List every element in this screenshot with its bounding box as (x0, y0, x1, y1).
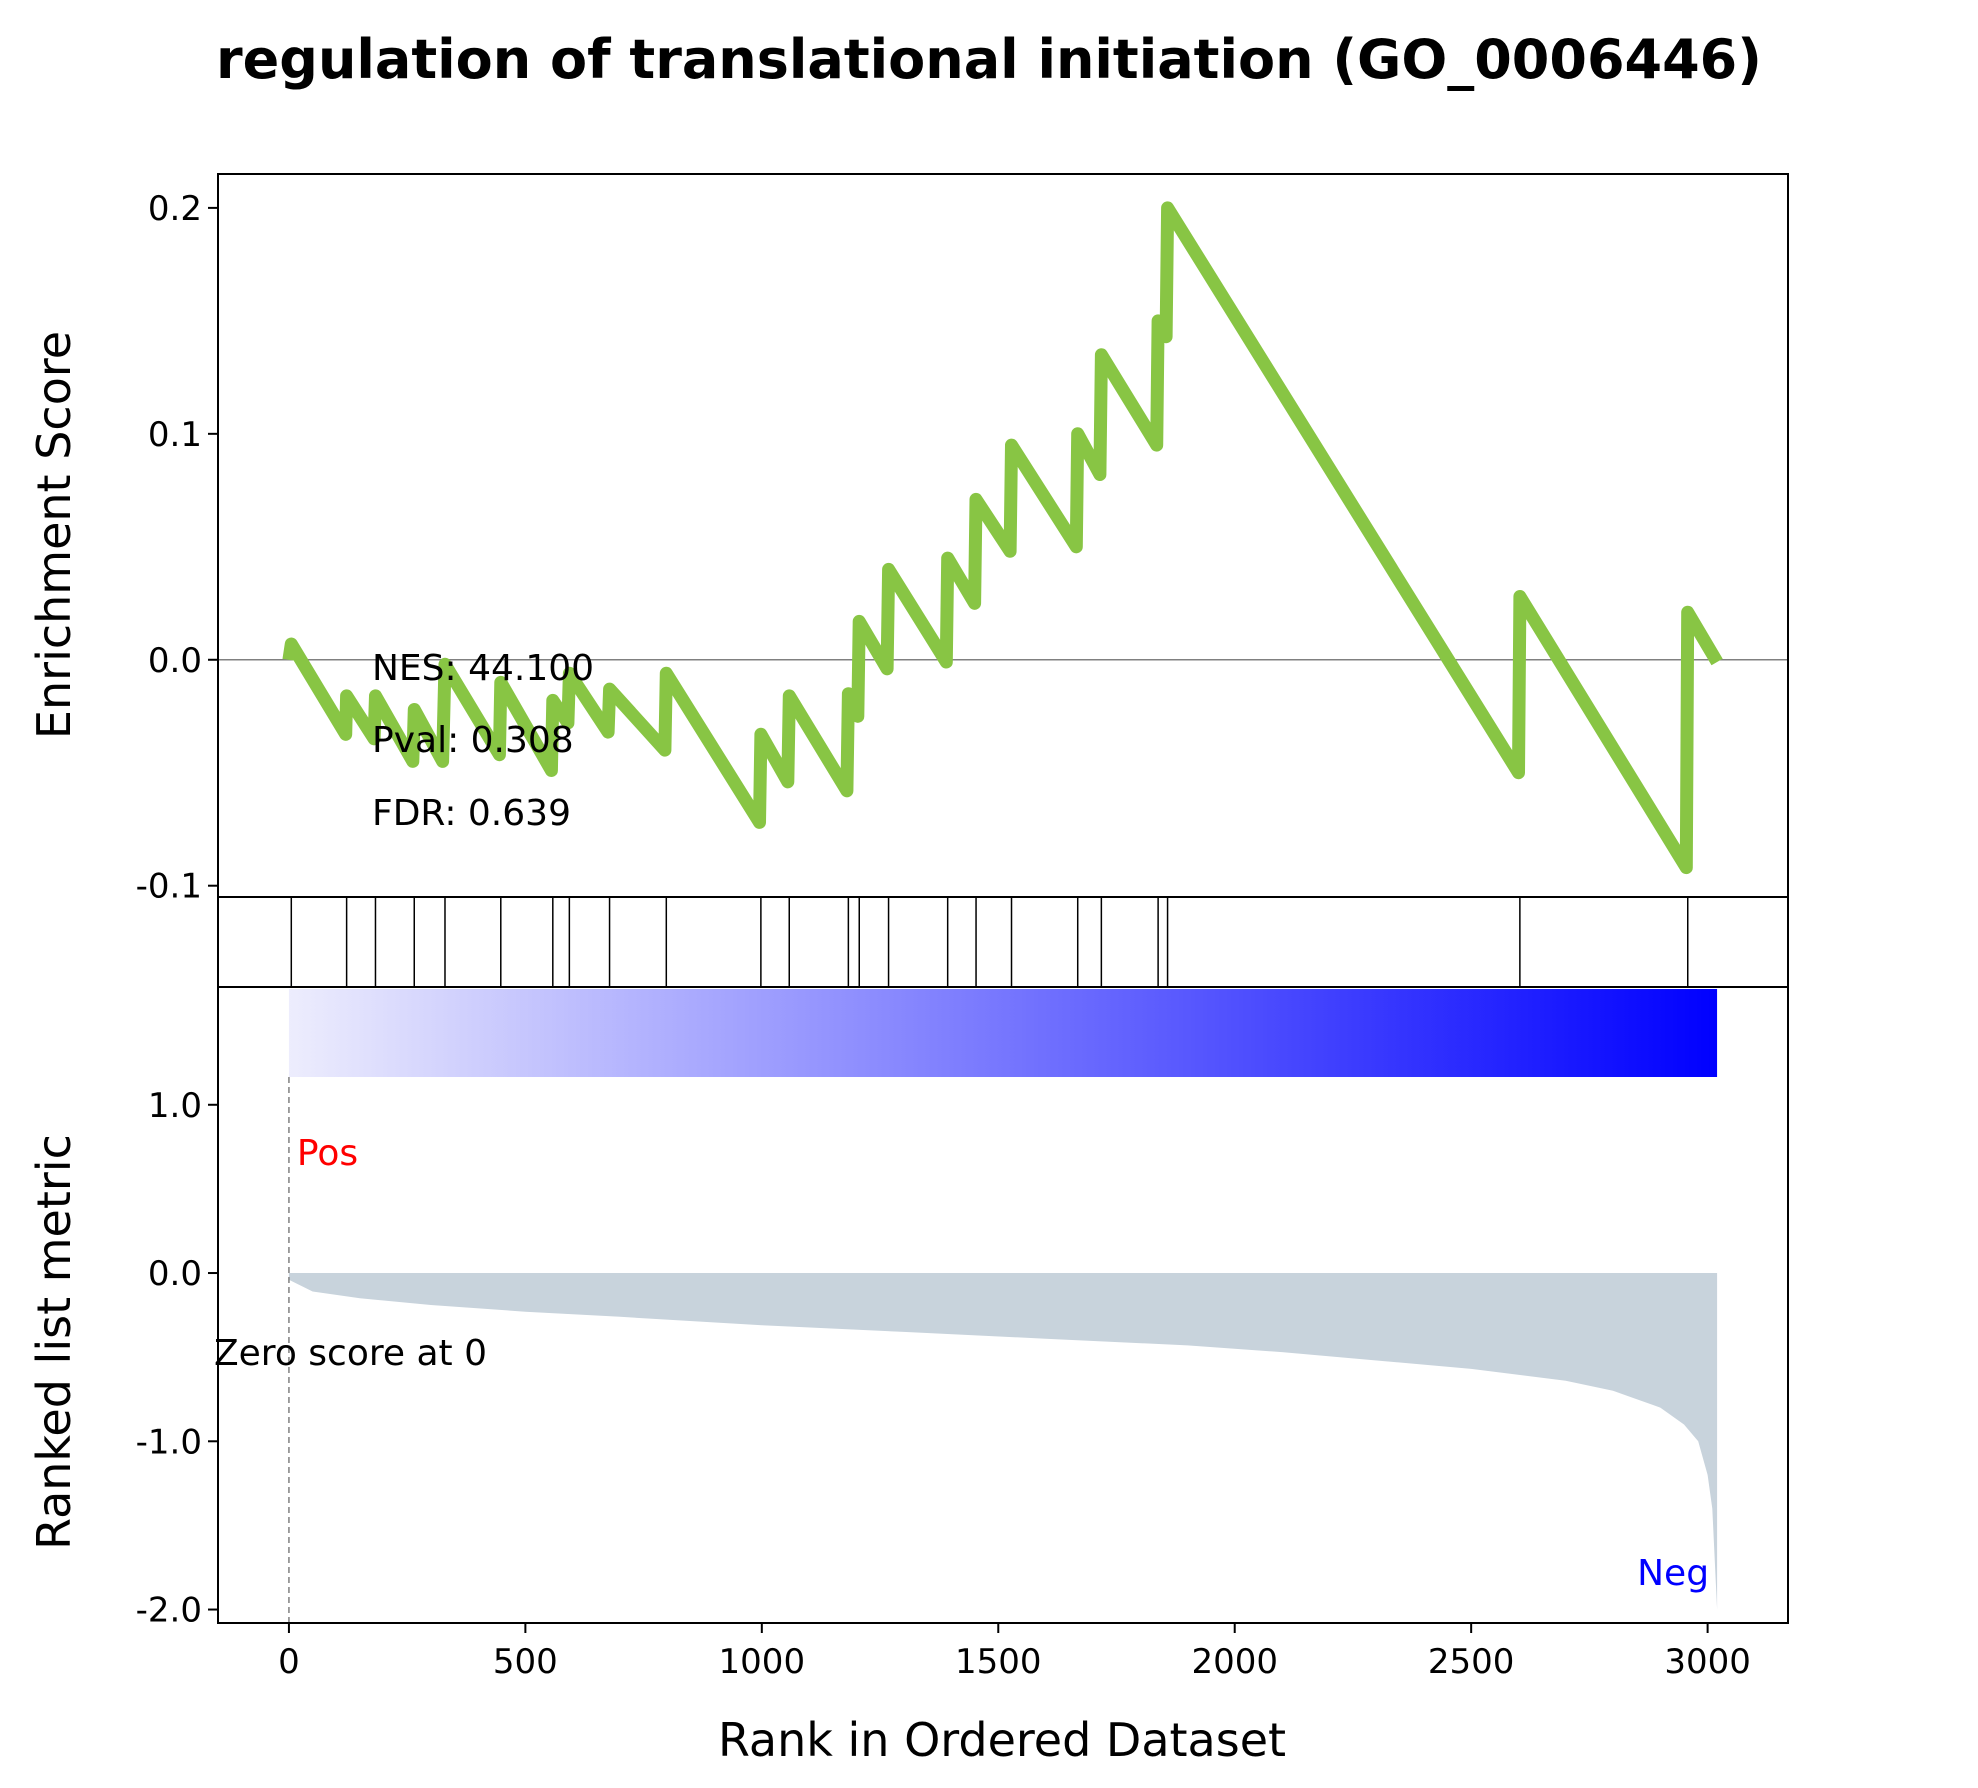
fdr-annotation: FDR: 0.639 (372, 793, 571, 834)
enrichment-score-line (282, 201, 1723, 875)
ranked-metric-panel: Zero score at 0 Pos Neg 1.0 0.0 -1.0 -2.0 (136, 986, 1789, 1631)
es-y-ticks: 0.2 0.1 0.0 -0.1 (136, 189, 218, 907)
pos-label: Pos (297, 1133, 358, 1174)
x-tick-label: 2500 (1428, 1642, 1515, 1682)
x-axis-ticks: 0 500 1000 1500 2000 2500 3000 (278, 1623, 1751, 1682)
hits-panel (217, 896, 1789, 988)
es-y-tick-label: 0.2 (148, 189, 202, 229)
y-axis-label-enrichment: Enrichment Score (27, 331, 81, 739)
x-tick-label: 1000 (719, 1642, 806, 1682)
x-tick-label: 2000 (1191, 1642, 1278, 1682)
pval-annotation: Pval: 0.308 (372, 720, 574, 761)
es-y-tick-label: 0.1 (148, 415, 202, 455)
rank-y-ticks: 1.0 0.0 -1.0 -2.0 (136, 1086, 218, 1631)
enrichment-score-panel: NES: 44.100 Pval: 0.308 FDR: 0.639 0.20.… (136, 173, 1789, 907)
x-tick-label: 0 (278, 1642, 300, 1682)
rank-gradient-bar (288, 989, 1718, 1077)
hit-lines (290, 897, 1689, 987)
x-axis-label: Rank in Ordered Dataset (718, 1713, 1286, 1767)
rank-y-tick-label: 0.0 (148, 1254, 202, 1294)
hits-panel-frame (217, 896, 1789, 988)
rank-y-tick-label: -2.0 (136, 1591, 202, 1631)
es-y-tick-label: -0.1 (136, 867, 202, 907)
es-y-tick-label: 0.0 (148, 641, 202, 681)
chart-title: regulation of translational initiation (… (216, 28, 1762, 91)
y-axis-label-ranked: Ranked list metric (27, 1134, 81, 1550)
neg-label: Neg (1637, 1553, 1709, 1594)
zero-score-label: Zero score at 0 (214, 1333, 487, 1374)
rank-y-tick-label: 1.0 (148, 1086, 202, 1126)
nes-annotation: NES: 44.100 (372, 648, 594, 689)
x-tick-label: 3000 (1664, 1642, 1751, 1682)
rank-y-tick-label: -1.0 (136, 1422, 202, 1462)
x-tick-label: 500 (493, 1642, 558, 1682)
x-tick-label: 1500 (955, 1642, 1042, 1682)
ranked-metric-area (288, 1273, 1718, 1610)
rank-panel-frame (217, 986, 1789, 1624)
